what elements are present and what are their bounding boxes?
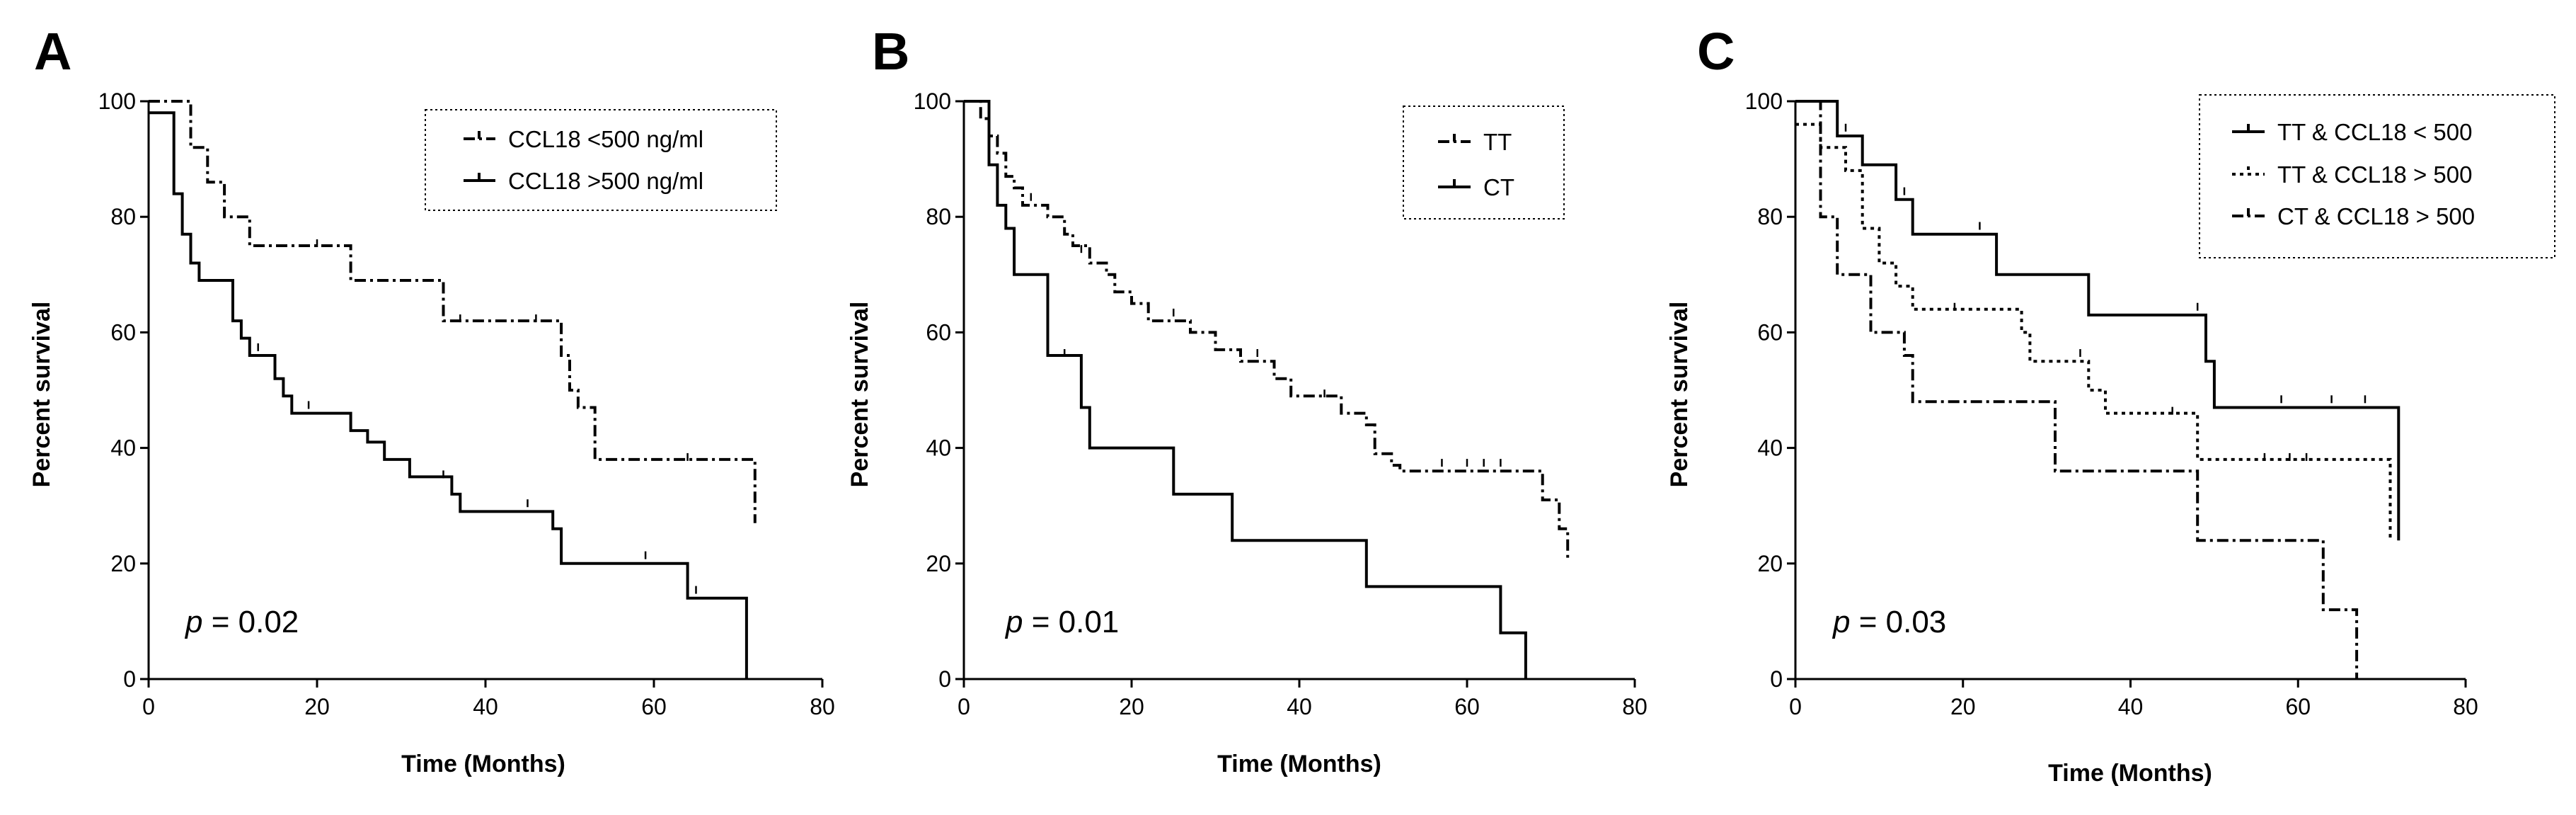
- legend: CCL18 <500 ng/ml CCL18 >500 ng/ml: [425, 109, 777, 211]
- y-tick-label: 60: [926, 319, 951, 345]
- x-tick-label: 60: [1454, 694, 1480, 719]
- legend-label-ccl18-high: CCL18 >500 ng/ml: [508, 168, 703, 194]
- x-axis-title: Time (Months): [401, 751, 565, 777]
- legend-label-ct: CT: [1483, 174, 1514, 200]
- panel-c: C Percent survival Time (Months) p = 0.0…: [1666, 22, 2555, 787]
- legend-entry: TT & CCL18 > 500: [2232, 161, 2472, 188]
- x-tick-label: 80: [810, 694, 835, 719]
- plot-area: 0 20 40 60 80 100 0 20 40 60 80: [98, 89, 835, 719]
- survival-curve-1: [149, 100, 757, 523]
- survival-curve-1: [1795, 100, 2400, 541]
- p-value: p = 0.02: [184, 605, 299, 639]
- legend-swatch-ccl18-high: [464, 173, 495, 182]
- y-tick-label: 40: [1757, 435, 1783, 461]
- y-tick-label: 80: [926, 204, 951, 229]
- y-axis-title: Percent survival: [28, 302, 55, 488]
- legend-box: [1403, 106, 1565, 220]
- x-tick-label: 60: [641, 694, 667, 719]
- y-axis-title: Percent survival: [846, 302, 873, 488]
- y-tick-label: 0: [1770, 666, 1783, 692]
- panel-a: A Percent survival Time (Months) p = 0.0…: [28, 22, 835, 777]
- x-tick-label: 40: [2118, 694, 2144, 719]
- survival-curve-2: [964, 100, 1527, 679]
- panel-label: A: [34, 22, 71, 81]
- y-tick-label: 0: [123, 666, 136, 692]
- legend-label-ccl18-low: CCL18 <500 ng/ml: [508, 126, 703, 152]
- legend-entry: TT: [1438, 129, 1512, 155]
- y-axis-title: Percent survival: [1666, 302, 1693, 488]
- y-tick-label: 20: [1757, 551, 1783, 576]
- y-tick-label: 0: [938, 666, 951, 692]
- y-tick-label: 80: [1757, 204, 1783, 229]
- legend-entry: CT: [1438, 174, 1514, 200]
- y-tick-label: 100: [1745, 89, 1783, 114]
- x-tick-label: 40: [473, 694, 498, 719]
- y-tick-label: 80: [110, 204, 136, 229]
- legend-swatch-ccl18-low: [464, 131, 495, 140]
- legend-label-tt: TT: [1483, 129, 1512, 155]
- x-tick-label: 20: [1950, 694, 1976, 719]
- legend-label-ct-high: CT & CCL18 > 500: [2277, 203, 2475, 229]
- y-tick-label: 20: [110, 551, 136, 576]
- legend-entry: CCL18 >500 ng/ml: [464, 168, 703, 194]
- legend-entry: CCL18 <500 ng/ml: [464, 126, 703, 152]
- legend-entry: TT & CCL18 < 500: [2232, 119, 2472, 145]
- x-axis-title: Time (Months): [1217, 751, 1381, 777]
- x-tick-label: 60: [2285, 694, 2311, 719]
- y-tick-label: 40: [926, 435, 951, 461]
- legend-box: [425, 109, 777, 211]
- y-tick-label: 100: [98, 89, 136, 114]
- legend-label-tt-low: TT & CCL18 < 500: [2277, 119, 2472, 145]
- y-tick-label: 60: [1757, 319, 1783, 345]
- y-tick-label: 100: [914, 89, 951, 114]
- legend-swatch-tt: [1438, 134, 1471, 143]
- plot-area: 0 20 40 60 80 100 0 20 40 60 80: [914, 89, 1648, 719]
- legend-box: [2199, 94, 2555, 258]
- panel-b: B Percent survival Time (Months) p = 0.0…: [846, 22, 1648, 777]
- legend-swatch-tt-low: [2232, 124, 2265, 133]
- survival-curve-3: [1795, 100, 2359, 679]
- legend-swatch-tt-high: [2232, 166, 2265, 176]
- x-tick-label: 80: [1622, 694, 1648, 719]
- x-tick-label: 0: [1789, 694, 1802, 719]
- x-tick-label: 0: [142, 694, 155, 719]
- x-tick-label: 20: [304, 694, 330, 719]
- y-tick-label: 20: [926, 551, 951, 576]
- p-value: p = 0.01: [1004, 605, 1119, 639]
- y-tick-label: 40: [110, 435, 136, 461]
- p-value: p = 0.03: [1832, 605, 1946, 639]
- legend: TT CT: [1403, 106, 1565, 220]
- x-tick-label: 20: [1119, 694, 1144, 719]
- x-axis-title: Time (Months): [2048, 760, 2212, 787]
- legend-swatch-ct-high: [2232, 208, 2265, 217]
- plot-area: 0 20 40 60 80 100 0 20 40 60 80: [1745, 89, 2478, 719]
- panel-label: B: [872, 22, 909, 81]
- y-tick-label: 60: [110, 319, 136, 345]
- x-tick-label: 80: [2453, 694, 2478, 719]
- legend-swatch-ct: [1438, 179, 1471, 188]
- survival-curve-2: [149, 111, 748, 679]
- legend-entry: CT & CCL18 > 500: [2232, 203, 2475, 229]
- survival-curve-1: [964, 100, 1570, 558]
- survival-curve-2: [1795, 122, 2392, 541]
- legend-label-tt-high: TT & CCL18 > 500: [2277, 161, 2472, 188]
- panel-label: C: [1697, 22, 1735, 81]
- legend: TT & CCL18 < 500 TT & CCL18 > 500 CT & C…: [2199, 94, 2555, 258]
- x-tick-label: 40: [1287, 694, 1312, 719]
- x-tick-label: 0: [958, 694, 970, 719]
